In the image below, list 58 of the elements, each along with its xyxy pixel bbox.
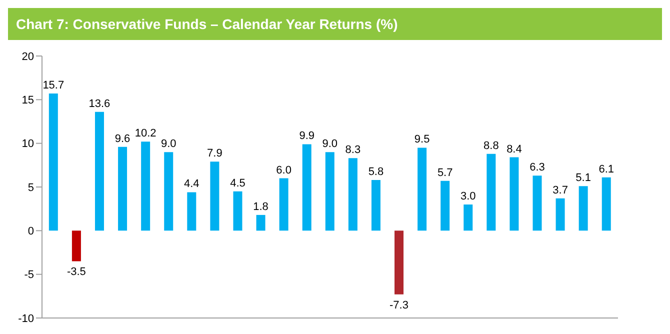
bar	[210, 162, 220, 231]
data-label: 5.8	[368, 166, 384, 178]
y-tick-label: 5	[28, 182, 34, 194]
data-label: 15.7	[42, 80, 64, 92]
bar	[486, 154, 496, 231]
bar	[371, 180, 380, 231]
data-label: 4.4	[184, 178, 200, 190]
bar	[141, 142, 150, 231]
bar	[394, 230, 404, 294]
bar	[233, 191, 242, 231]
data-label: 3.7	[552, 184, 568, 196]
data-label: 4.5	[230, 177, 246, 190]
data-label: 9.0	[160, 138, 176, 150]
data-label: 1.8	[253, 200, 268, 213]
bar	[94, 112, 104, 231]
data-label: 5.1	[576, 172, 591, 184]
data-label: -3.5	[66, 266, 86, 278]
data-label: 9.5	[414, 134, 430, 146]
bar	[164, 152, 174, 231]
y-tick-label: -10	[18, 312, 34, 325]
bar	[256, 214, 266, 231]
data-label: 3.0	[460, 190, 476, 202]
y-tick-label: -5	[24, 269, 34, 282]
bar	[72, 230, 81, 262]
bar	[556, 198, 565, 231]
bar	[418, 148, 427, 231]
data-label: 5.7	[437, 166, 453, 179]
data-label: 6.0	[276, 164, 292, 176]
bar	[279, 178, 288, 231]
data-label: 9.6	[114, 132, 130, 145]
bar	[532, 176, 542, 231]
chart-title: Chart 7: Conservative Funds – Calendar Year Returns (%)	[8, 8, 662, 40]
bar	[578, 186, 588, 231]
y-tick-label: 15	[22, 94, 34, 107]
data-label: 6.1	[598, 163, 614, 176]
y-tick-label: 0	[28, 226, 34, 238]
bar	[118, 146, 128, 231]
bar	[510, 157, 519, 231]
bar	[325, 152, 334, 231]
bar	[464, 204, 473, 231]
y-tick-label: 10	[22, 138, 34, 150]
data-label: 9.9	[299, 130, 314, 142]
bar	[440, 180, 450, 231]
bar	[187, 192, 196, 231]
bar	[48, 94, 58, 231]
bar	[602, 177, 611, 231]
data-label: 7.9	[207, 148, 222, 160]
data-label: -7.3	[390, 299, 408, 312]
data-label: 10.2	[134, 128, 156, 140]
y-tick-label: 20	[22, 50, 34, 63]
data-label: 9.0	[322, 138, 338, 150]
data-label: 8.8	[484, 140, 499, 152]
bar	[348, 158, 358, 231]
data-label: 8.4	[506, 143, 522, 156]
data-label: 8.3	[345, 144, 361, 156]
data-label: 13.6	[88, 98, 110, 110]
bar	[302, 144, 312, 231]
data-label: 6.3	[530, 162, 545, 174]
